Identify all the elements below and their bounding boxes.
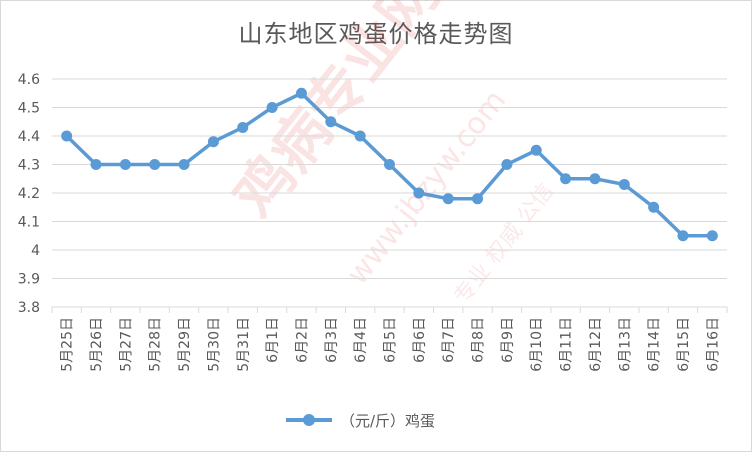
data-point (413, 187, 425, 199)
data-point (207, 136, 219, 148)
chart-title: 山东地区鸡蛋价格走势图 (238, 20, 514, 48)
legend: （元/斤）鸡蛋 (286, 408, 435, 432)
data-point (472, 193, 484, 205)
data-point (618, 178, 630, 190)
y-tick-label: 4.3 (18, 158, 40, 174)
y-tick-label: 4 (31, 243, 40, 259)
x-tick-label: 6月7日 (441, 317, 457, 363)
y-tick-label: 4.6 (18, 72, 40, 88)
legend-label: （元/斤）鸡蛋 (340, 411, 436, 430)
x-tick-label: 6月15日 (676, 317, 692, 372)
y-tick-label: 4.4 (18, 129, 40, 145)
data-point (501, 159, 513, 170)
x-tick-label: 5月30日 (206, 317, 222, 372)
y-tick-label: 4.2 (18, 186, 40, 202)
y-tick-label: 4.5 (18, 101, 40, 117)
x-tick-label: 6月1日 (265, 317, 281, 363)
data-point (384, 159, 395, 170)
data-point (706, 230, 718, 242)
x-tick-label: 6月8日 (471, 317, 487, 363)
data-point (354, 130, 366, 142)
y-tick-label: 3.8 (18, 300, 40, 316)
data-point (119, 159, 131, 170)
data-point (325, 116, 337, 128)
x-tick-label: 5月29日 (177, 317, 193, 372)
data-point (648, 201, 660, 213)
x-tick-label: 5月25日 (60, 317, 76, 372)
data-point (589, 173, 601, 185)
y-tick-label: 3.9 (18, 272, 40, 288)
legend-line-marker (286, 414, 332, 426)
x-tick-label: 6月13日 (617, 317, 633, 372)
data-point (295, 87, 307, 99)
data-point (149, 159, 161, 170)
x-tick-label: 6月12日 (588, 317, 604, 372)
y-tick-label: 4.1 (18, 215, 40, 231)
data-point (560, 173, 572, 185)
x-tick-label: 6月10日 (529, 317, 545, 372)
x-tick-label: 6月16日 (705, 317, 721, 372)
data-point (178, 159, 190, 170)
x-tick-label: 6月14日 (647, 317, 663, 372)
x-tick-label: 5月26日 (89, 317, 105, 372)
x-tick-label: 5月27日 (118, 317, 134, 372)
x-tick-label: 6月2日 (294, 317, 310, 363)
data-point (266, 102, 278, 113)
x-tick-label: 6月5日 (383, 317, 399, 363)
x-tick-label: 6月9日 (500, 317, 516, 363)
x-tick-label: 6月4日 (353, 317, 369, 363)
x-tick-label: 6月3日 (324, 317, 340, 363)
data-point (442, 193, 454, 205)
x-tick-label: 6月6日 (412, 317, 428, 363)
x-tick-label: 5月28日 (148, 317, 164, 372)
data-point (677, 230, 689, 242)
legend-dot-marker (303, 414, 315, 426)
data-point (61, 130, 73, 142)
data-point (530, 144, 542, 156)
data-point (237, 121, 249, 133)
data-point (90, 159, 102, 170)
x-tick-label: 5月31日 (236, 317, 252, 372)
x-tick-label: 6月11日 (559, 317, 575, 372)
